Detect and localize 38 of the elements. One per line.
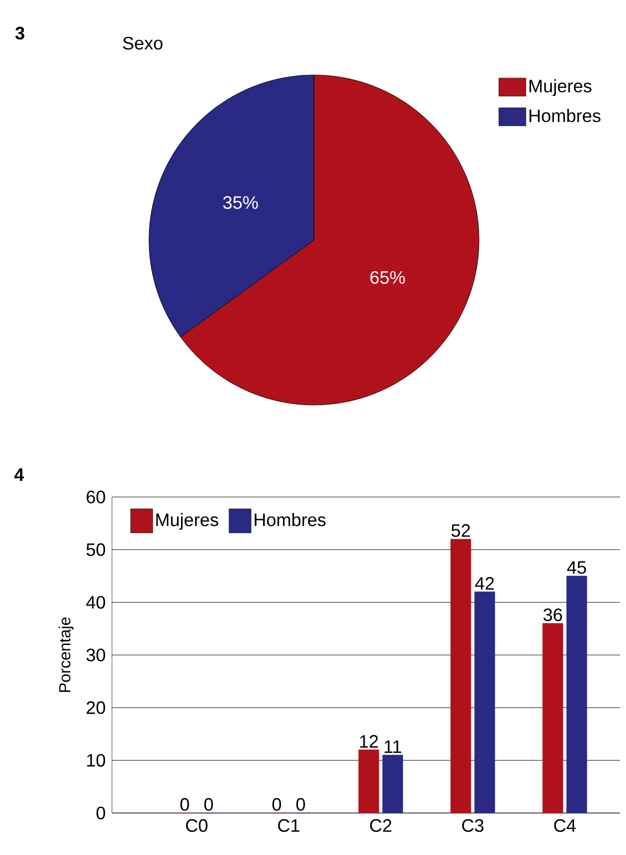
data-label: 12 <box>360 735 378 748</box>
y-tick-label: 0 <box>96 806 106 820</box>
y-tick-label: 30 <box>86 648 106 662</box>
x-tick-label: C4 <box>554 819 576 832</box>
bar <box>382 754 404 814</box>
legend-label: Hombres <box>254 513 326 526</box>
data-label: 52 <box>451 524 470 537</box>
x-tick-label: C0 <box>186 819 208 832</box>
data-label: 35% <box>223 196 258 209</box>
bar <box>566 576 588 814</box>
y-tick-label: 60 <box>86 490 106 504</box>
x-tick-label: C1 <box>278 819 300 832</box>
data-label: 0 <box>204 798 213 811</box>
text: 3 <box>15 26 24 40</box>
y-tick-label: 10 <box>87 754 106 767</box>
text: 4 <box>14 468 24 481</box>
data-label: 42 <box>475 577 494 590</box>
y-tick-label: 50 <box>86 543 106 556</box>
y-axis-title: Porcentaje <box>58 617 74 692</box>
x-tick-label: C2 <box>370 819 392 832</box>
x-tick-label: C3 <box>462 819 484 832</box>
bar <box>450 538 472 814</box>
data-label: 11 <box>384 740 402 753</box>
y-tick-label: 20 <box>86 701 106 714</box>
bar <box>542 623 564 814</box>
legend-label: Hombres <box>530 108 600 122</box>
chart-title: Sexo <box>123 36 162 50</box>
bar <box>474 592 496 814</box>
bar <box>358 750 380 814</box>
data-label: 0 <box>296 798 305 811</box>
data-label: 0 <box>272 798 282 811</box>
data-label: 45 <box>567 561 586 574</box>
data-label: 65% <box>370 271 405 284</box>
legend-label: Mujeres <box>156 513 218 530</box>
data-label: 36 <box>543 608 562 622</box>
data-label: 0 <box>180 798 190 811</box>
legend-label: Mujeres <box>530 79 592 96</box>
y-tick-label: 40 <box>86 596 106 609</box>
